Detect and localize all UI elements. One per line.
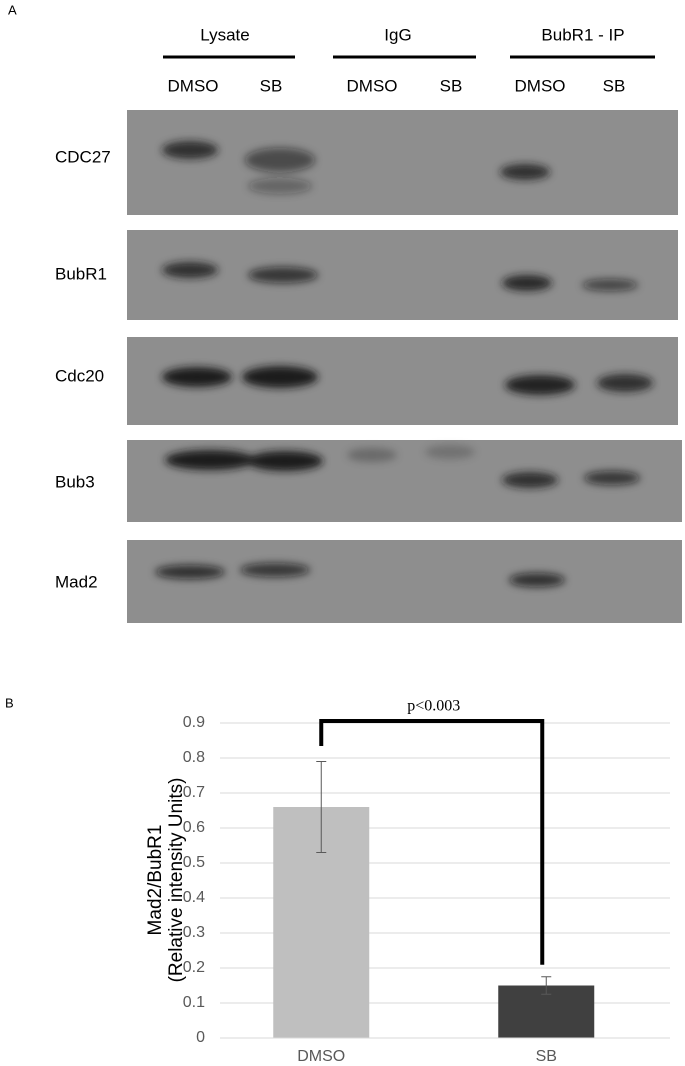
y-tick-label: 0.2 <box>183 959 205 976</box>
lane-label: SB <box>440 76 463 95</box>
row-label: CDC27 <box>55 147 111 166</box>
y-tick-label: 0.8 <box>183 749 205 766</box>
x-tick-label: DMSO <box>297 1048 345 1065</box>
y-tick-label: 0.6 <box>183 819 205 836</box>
row-label: Bub3 <box>55 472 95 491</box>
group-label: IgG <box>384 25 411 44</box>
error-bar <box>541 976 552 995</box>
group-label: Lysate <box>200 25 249 44</box>
y-tick-label: 0.7 <box>183 784 205 801</box>
panel-label: B <box>5 695 14 710</box>
row-label: BubR1 <box>55 264 107 283</box>
y-tick-label: 0 <box>196 1029 205 1046</box>
y-tick-label: 0.9 <box>183 714 205 731</box>
lane-label: DMSO <box>168 76 219 95</box>
lane-label: SB <box>260 76 283 95</box>
y-tick-label: 0.5 <box>183 854 205 871</box>
row-label: Mad2 <box>55 572 98 591</box>
y-axis-label: Mad2/BubR1 <box>145 825 166 936</box>
y-axis-label: (Relative intensity Units) <box>166 778 187 983</box>
error-bar <box>316 761 327 853</box>
significance-bracket <box>319 719 545 965</box>
x-tick-label: SB <box>536 1048 557 1065</box>
blots <box>127 110 682 623</box>
lane-label: DMSO <box>347 76 398 95</box>
lane-label: DMSO <box>515 76 566 95</box>
bands <box>155 141 653 587</box>
bar-chart: 0 0.1 0.2 0.3 0.4 0.5 0.6 0.7 0.8 0.9 Mad2/BubR1 (R… <box>145 698 670 1065</box>
lane-label: SB <box>603 76 626 95</box>
group-label: BubR1 - IP <box>541 25 624 44</box>
annotation: p<0.003 <box>407 698 460 715</box>
y-tick-label: 0.3 <box>183 924 205 941</box>
y-tick-label: 0.4 <box>183 889 205 906</box>
y-tick-label: 0.1 <box>183 994 205 1011</box>
panel-label: A <box>8 2 17 17</box>
row-label: Cdc20 <box>55 366 104 385</box>
